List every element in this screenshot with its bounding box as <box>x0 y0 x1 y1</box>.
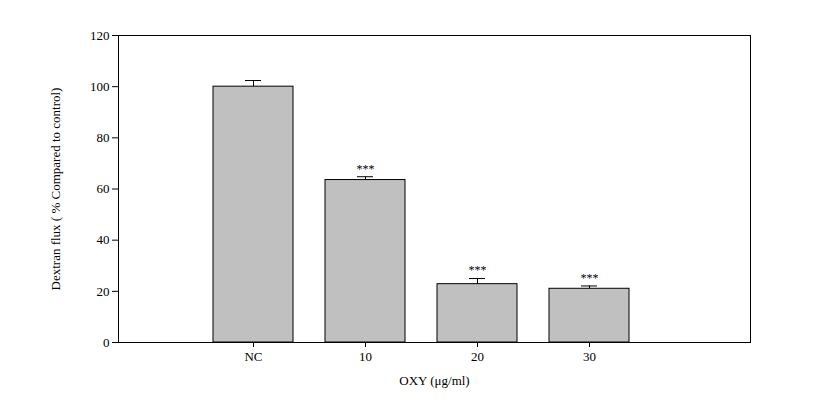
svg-text:NC: NC <box>244 349 262 364</box>
svg-text:80: 80 <box>97 130 110 145</box>
svg-text:OXY (μg/ml): OXY (μg/ml) <box>399 373 469 388</box>
svg-text:60: 60 <box>97 181 110 196</box>
svg-text:Dextran flux ( % Compared to c: Dextran flux ( % Compared to control) <box>48 88 63 291</box>
svg-text:***: *** <box>581 271 599 285</box>
svg-text:0: 0 <box>103 335 110 350</box>
svg-text:30: 30 <box>583 349 596 364</box>
svg-text:120: 120 <box>90 28 110 43</box>
svg-text:10: 10 <box>359 349 372 364</box>
svg-text:20: 20 <box>471 349 484 364</box>
svg-text:***: *** <box>469 263 487 277</box>
svg-text:20: 20 <box>97 283 110 298</box>
svg-text:100: 100 <box>90 79 110 94</box>
svg-text:40: 40 <box>97 232 110 247</box>
svg-text:***: *** <box>357 162 375 176</box>
